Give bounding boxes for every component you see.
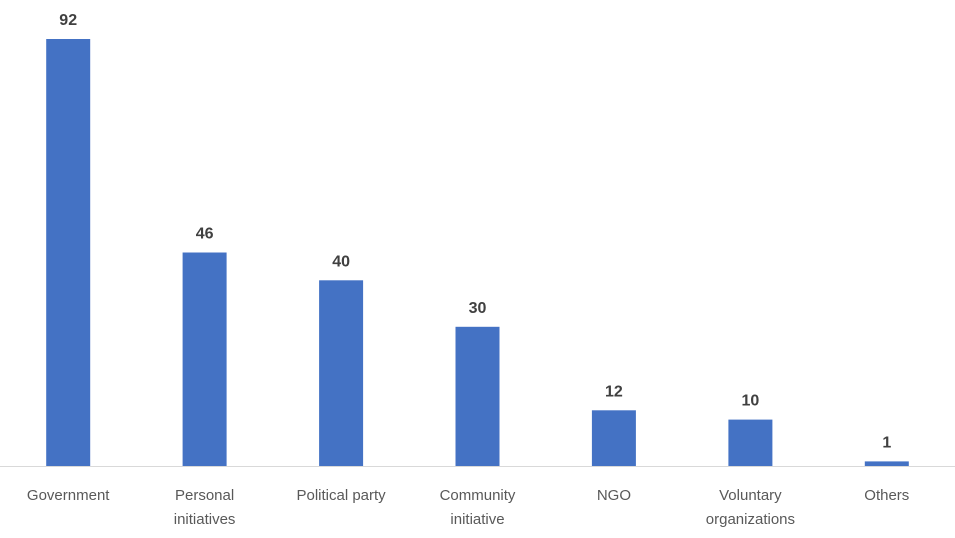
bar-value-label-0: 92 — [59, 12, 77, 29]
category-label-5: Voluntary organizations — [706, 487, 795, 528]
bar-value-label-6: 1 — [882, 434, 891, 451]
category-label-line: Others — [864, 487, 909, 504]
bar-3 — [455, 326, 500, 466]
bar-1 — [182, 252, 227, 466]
bar-6 — [864, 461, 909, 466]
category-label-0: Government — [27, 487, 110, 504]
category-label-line: NGO — [597, 487, 631, 504]
category-label-line: Community — [440, 487, 516, 504]
bar-value-label-3: 30 — [469, 300, 487, 317]
bar-4 — [591, 410, 636, 466]
value-labels-layer: 92 46 40 30 12 10 1 — [59, 12, 891, 451]
category-label-line: Voluntary — [719, 487, 782, 504]
category-label-2: Political party — [296, 487, 386, 504]
bar-value-label-2: 40 — [332, 253, 350, 270]
bar-value-label-5: 10 — [742, 393, 760, 410]
bar-value-label-1: 46 — [196, 226, 214, 243]
bar-5 — [728, 419, 773, 466]
category-label-4: NGO — [597, 487, 631, 504]
category-label-6: Others — [864, 487, 909, 504]
category-label-line: organizations — [706, 511, 795, 528]
bar-value-label-4: 12 — [605, 383, 623, 400]
bar-2 — [319, 280, 364, 466]
category-label-line: initiative — [450, 511, 504, 528]
bars-layer — [46, 39, 909, 466]
category-label-line: Personal — [175, 487, 234, 504]
bar-0 — [46, 39, 91, 466]
category-label-line: Government — [27, 487, 110, 504]
category-label-line: Political party — [296, 487, 386, 504]
category-label-line: initiatives — [174, 511, 236, 528]
category-label-3: Community initiative — [440, 487, 516, 528]
category-labels-layer: Government Personal initiatives Political p… — [27, 487, 909, 528]
category-label-1: Personal initiatives — [174, 487, 236, 528]
